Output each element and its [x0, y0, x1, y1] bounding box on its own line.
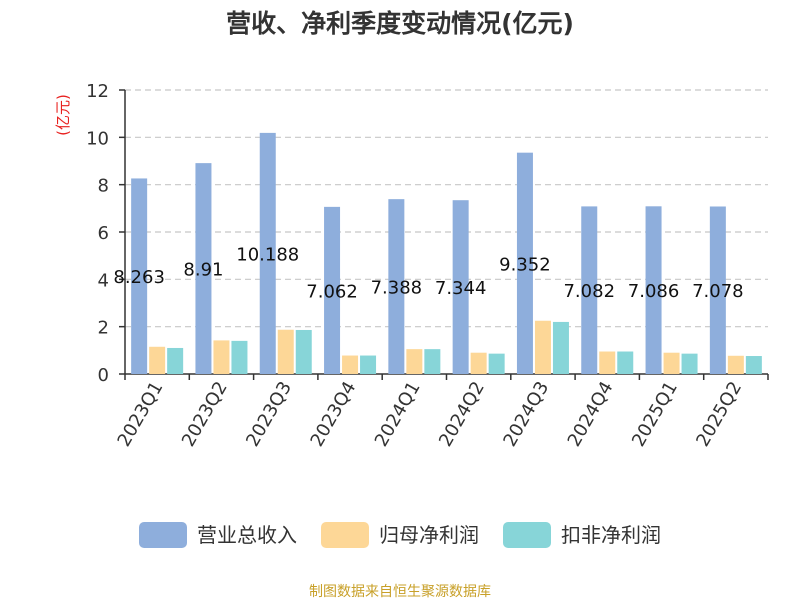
- bar[interactable]: [231, 340, 248, 374]
- bar[interactable]: [424, 349, 441, 374]
- bar[interactable]: [663, 352, 680, 374]
- bar[interactable]: [488, 353, 505, 374]
- bar[interactable]: [470, 352, 487, 374]
- x-tick-label: 2023Q2: [178, 378, 232, 450]
- legend-label[interactable]: 扣非净利润: [561, 523, 661, 547]
- bar[interactable]: [213, 340, 230, 374]
- bar[interactable]: [452, 200, 469, 374]
- x-tick-label: 2024Q2: [435, 378, 489, 450]
- data-label: 7.082: [563, 281, 615, 302]
- bar[interactable]: [599, 351, 616, 374]
- bar[interactable]: [295, 329, 312, 374]
- bar[interactable]: [360, 355, 377, 374]
- bar[interactable]: [727, 355, 744, 374]
- x-tick-label: 2023Q1: [114, 378, 168, 450]
- bar[interactable]: [681, 353, 698, 374]
- bar[interactable]: [167, 347, 184, 374]
- y-tick-label: 4: [98, 270, 109, 291]
- data-label: 7.086: [628, 281, 680, 302]
- x-tick-label: 2024Q4: [564, 378, 618, 450]
- bar[interactable]: [709, 206, 726, 374]
- bar[interactable]: [617, 351, 634, 374]
- data-label: 7.062: [306, 281, 358, 302]
- bar[interactable]: [131, 178, 148, 374]
- y-tick-label: 10: [86, 128, 109, 149]
- bar[interactable]: [516, 152, 533, 374]
- data-label: 8.91: [183, 260, 223, 281]
- legend-label[interactable]: 归母净利润: [379, 523, 479, 547]
- legend-swatch[interactable]: [321, 522, 369, 548]
- bar[interactable]: [388, 199, 405, 374]
- data-label: 9.352: [499, 254, 551, 275]
- y-axis-label: (亿元): [54, 94, 72, 136]
- bar[interactable]: [259, 132, 276, 374]
- bar[interactable]: [324, 206, 341, 374]
- bar[interactable]: [195, 163, 212, 374]
- bars: [131, 132, 762, 374]
- data-label: 7.388: [371, 278, 423, 299]
- x-tick-label: 2025Q1: [628, 378, 682, 450]
- bar[interactable]: [581, 206, 598, 374]
- x-tick-label: 2024Q3: [499, 378, 553, 450]
- legend-label[interactable]: 营业总收入: [197, 523, 297, 547]
- bar[interactable]: [342, 355, 359, 374]
- y-tick-label: 2: [98, 318, 109, 339]
- bar[interactable]: [277, 329, 294, 374]
- source-note: 制图数据来自恒生聚源数据库: [309, 584, 491, 600]
- legend-swatch[interactable]: [503, 522, 551, 548]
- y-tick-label: 6: [98, 223, 109, 244]
- bar[interactable]: [745, 356, 762, 374]
- y-tick-label: 8: [98, 176, 109, 197]
- legend[interactable]: 营业总收入 归母净利润 扣非净利润: [139, 522, 661, 548]
- x-tick-label: 2023Q4: [306, 378, 360, 450]
- data-label: 10.188: [236, 244, 299, 265]
- bar[interactable]: [645, 206, 662, 374]
- bar[interactable]: [552, 321, 569, 374]
- bar[interactable]: [149, 346, 166, 374]
- data-label: 7.078: [692, 281, 744, 302]
- y-tick-label: 12: [86, 81, 109, 102]
- data-label: 7.344: [435, 278, 487, 299]
- x-tick-label: 2025Q2: [692, 378, 746, 450]
- y-tick-label: 0: [98, 365, 109, 386]
- bar[interactable]: [406, 349, 423, 374]
- x-tick-label: 2024Q1: [371, 378, 425, 450]
- bar[interactable]: [534, 320, 551, 374]
- chart-title: 营收、净利季度变动情况(亿元): [226, 9, 574, 38]
- data-labels: 8.263 8.91 10.188 7.062 7.388 7.344 9.352 7.082…: [113, 244, 743, 302]
- x-tick-label: 2023Q3: [242, 378, 296, 450]
- legend-swatch[interactable]: [139, 522, 187, 548]
- data-label: 8.263: [113, 267, 165, 288]
